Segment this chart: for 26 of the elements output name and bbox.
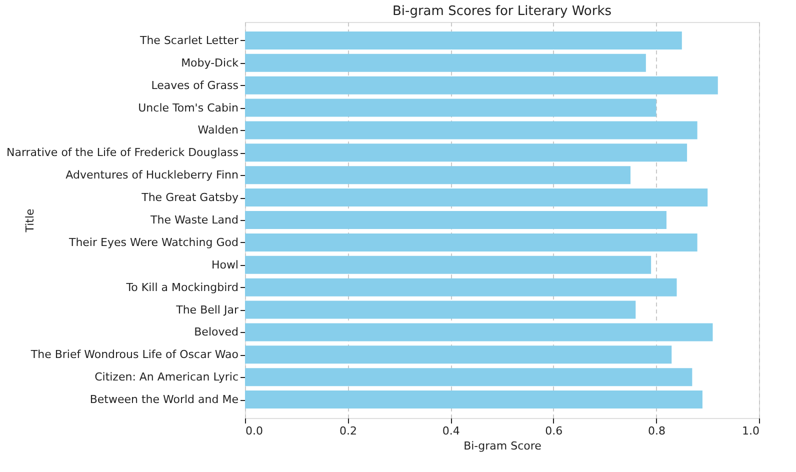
y-tick-label: The Bell Jar (175, 303, 239, 316)
y-axis-title: Title (24, 208, 36, 234)
y-tick-label: Beloved (194, 326, 238, 339)
y-tick-label: Walden (198, 124, 239, 137)
y-tick-label: Adventures of Huckleberry Finn (66, 168, 239, 182)
y-tick-label: Narrative of the Life of Frederick Douglass (6, 146, 239, 160)
y-tick-label: The Brief Wondrous Life of Oscar Wao (30, 348, 239, 362)
y-tick-label: To Kill a Mockingbird (125, 280, 238, 294)
y-tick-label: Between the World and Me (90, 393, 239, 406)
x-tick-label: 0.8 (648, 424, 666, 438)
y-tick-label: The Scarlet Letter (138, 34, 239, 47)
x-tick-label: 1.0 (742, 424, 760, 438)
y-tick-label: Citizen: An American Lyric (94, 370, 238, 384)
y-tick-label: Their Eyes Were Watching God (68, 236, 238, 249)
x-axis-title: Bi-gram Score (464, 440, 542, 452)
y-tick-label: Moby-Dick (181, 56, 240, 70)
x-tick-label: 0.6 (545, 424, 563, 438)
y-tick-label: Leaves of Grass (151, 78, 239, 92)
chart-title: Bi-gram Scores for Literary Works (392, 4, 612, 19)
y-tick-label: The Waste Land (150, 214, 238, 226)
x-tick-label: 0.0 (246, 424, 263, 438)
y-tick-label: Howl (211, 258, 238, 272)
x-tick-label: 0.4 (442, 424, 460, 438)
y-tick-label: The Great Gatsby (140, 191, 239, 204)
x-tick-label: 0.2 (340, 424, 358, 438)
y-tick-label: Uncle Tom's Cabin (138, 101, 239, 114)
